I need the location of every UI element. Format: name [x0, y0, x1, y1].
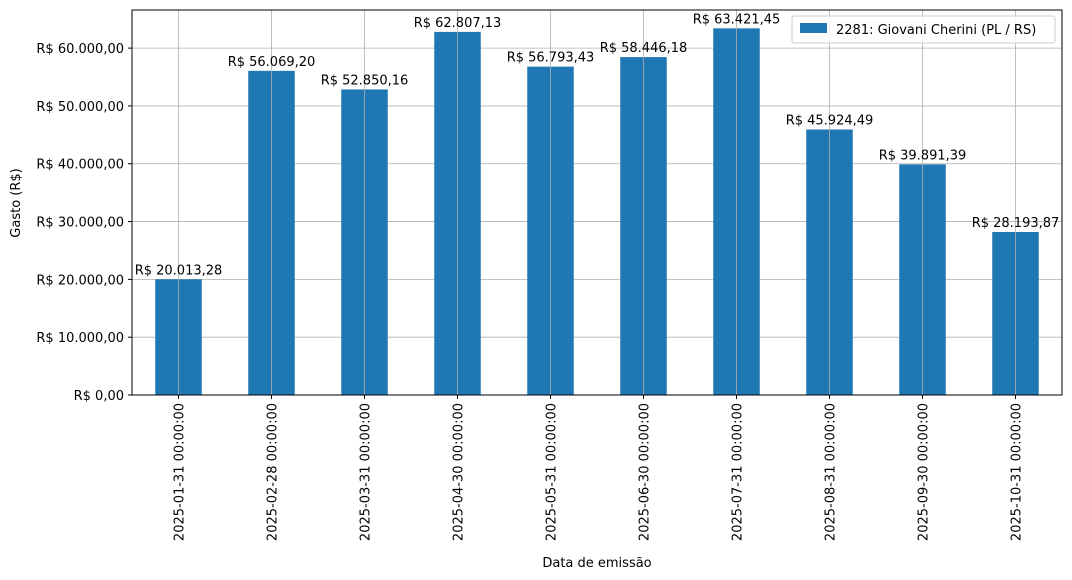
legend-entry: 2281: Giovani Cherini (PL / RS)	[836, 23, 1036, 38]
data-label: R$ 63.421,45	[693, 12, 781, 27]
x-tick-label: 2025-03-31 00:00:00	[359, 403, 374, 541]
y-tick-label: R$ 20.000,00	[36, 273, 124, 288]
data-label: R$ 45.924,49	[786, 113, 874, 128]
vertical-grid	[178, 10, 1016, 395]
y-axis-label: Gasto (R$)	[9, 168, 24, 237]
y-tick-label: R$ 60.000,00	[36, 42, 124, 57]
data-label: R$ 39.891,39	[879, 148, 967, 163]
data-label: R$ 20.013,28	[135, 263, 223, 278]
legend-box	[791, 15, 1056, 44]
x-axis-label: Data de emissão	[542, 556, 651, 571]
y-tick-label: R$ 40.000,00	[36, 158, 124, 173]
y-tick-label: R$ 50.000,00	[36, 100, 124, 115]
x-tick-label: 2025-10-31 00:00:00	[1010, 403, 1025, 541]
y-tick-label: R$ 0,00	[74, 389, 124, 404]
x-tick-label: 2025-07-31 00:00:00	[731, 403, 746, 541]
data-label: R$ 56.069,20	[228, 55, 316, 70]
x-axis: 2025-01-31 00:00:00 2025-02-28 00:00:00 20…	[173, 395, 1025, 541]
x-tick-label: 2025-02-28 00:00:00	[266, 403, 281, 541]
data-label: R$ 56.793,43	[507, 51, 595, 66]
y-tick-label: R$ 30.000,00	[36, 216, 124, 231]
x-tick-label: 2025-05-31 00:00:00	[545, 403, 560, 541]
legend-swatch	[800, 23, 827, 33]
x-tick-label: 2025-08-31 00:00:00	[824, 403, 839, 541]
y-axis: R$ 0,00 R$ 10.000,00 R$ 20.000,00 R$ 30.000…	[36, 42, 132, 404]
plot-frame	[131, 9, 1063, 396]
x-tick-label: 2025-06-30 00:00:00	[638, 403, 653, 541]
data-label: R$ 62.807,13	[414, 16, 502, 31]
bars	[155, 28, 1039, 396]
data-label: R$ 58.446,18	[600, 41, 688, 56]
x-tick-label: 2025-09-30 00:00:00	[917, 403, 932, 541]
x-tick-label: 2025-01-31 00:00:00	[173, 403, 188, 541]
legend: 2281: Giovani Cherini (PL / RS)	[791, 15, 1056, 44]
data-labels: R$ 20.013,28 R$ 56.069,20 R$ 52.850,16 R$ 6…	[135, 12, 1060, 278]
x-tick-label: 2025-04-30 00:00:00	[452, 403, 467, 541]
y-tick-label: R$ 10.000,00	[36, 331, 124, 346]
data-label: R$ 28.193,87	[972, 216, 1060, 231]
data-label: R$ 52.850,16	[321, 73, 409, 88]
